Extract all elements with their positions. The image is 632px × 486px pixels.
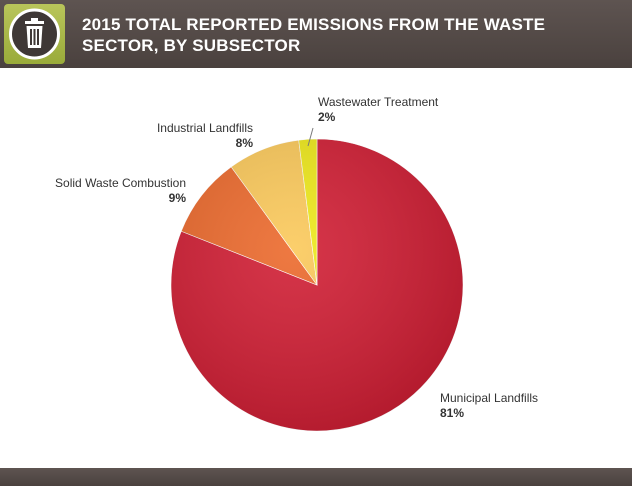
chart-title-line-2: SECTOR, BY SUBSECTOR bbox=[82, 36, 301, 55]
slice-label-industrial-landfills: Industrial Landfills bbox=[157, 121, 253, 135]
footer-bar bbox=[0, 468, 632, 486]
chart-title-line-1: 2015 TOTAL REPORTED EMISSIONS FROM THE W… bbox=[82, 15, 546, 34]
slice-label-wastewater-treatment: Wastewater Treatment bbox=[318, 95, 439, 109]
slice-label-solid-waste-combustion: Solid Waste Combustion bbox=[55, 176, 186, 190]
trash-can-icon bbox=[9, 8, 60, 60]
wastewater-leader-line bbox=[307, 127, 314, 147]
chart-title: 2015 TOTAL REPORTED EMISSIONS FROM THE W… bbox=[82, 14, 622, 56]
slice-value-solid-waste-combustion: 9% bbox=[169, 191, 187, 205]
header-bar: 2015 TOTAL REPORTED EMISSIONS FROM THE W… bbox=[0, 0, 632, 68]
slice-label-municipal-landfills: Municipal Landfills bbox=[440, 391, 538, 405]
slice-value-industrial-landfills: 8% bbox=[236, 136, 254, 150]
slice-value-municipal-landfills: 81% bbox=[440, 406, 464, 420]
sector-badge bbox=[4, 4, 65, 64]
slice-value-wastewater-treatment: 2% bbox=[318, 110, 336, 124]
